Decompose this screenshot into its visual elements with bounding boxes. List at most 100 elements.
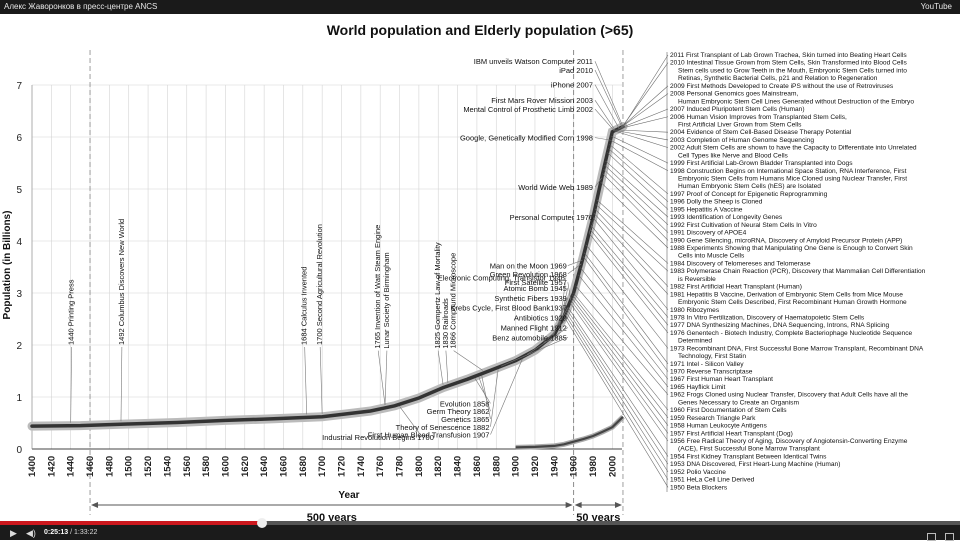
annotation-leader xyxy=(70,346,72,423)
top-annotation: iPhone 2007 xyxy=(551,81,593,90)
volume-icon[interactable]: ◀) xyxy=(26,528,36,538)
youtube-logo[interactable]: YouTube xyxy=(920,2,952,11)
right-annotation: 1950 Beta Blockers xyxy=(670,484,728,491)
annotation-leader xyxy=(564,313,669,480)
annotation-leader xyxy=(603,169,669,233)
x-tick-label: 1700 xyxy=(317,456,328,477)
right-annotation: 1997 Proof of Concept for Epigenetic Rep… xyxy=(670,191,828,198)
series-lines xyxy=(27,122,628,450)
mid-annotation: Benz automobile 1885 xyxy=(492,333,567,342)
y-tick-label: 0 xyxy=(16,445,22,456)
y-tick-label: 2 xyxy=(16,341,22,352)
y-tick-label: 4 xyxy=(16,237,22,248)
annotation-leader xyxy=(575,285,669,395)
right-annotation: 1958 Human Leukocyte Antigens xyxy=(670,423,767,430)
annotation-leader xyxy=(319,346,323,414)
population-chart: World population and Elderly population … xyxy=(0,14,960,521)
progress-fill xyxy=(0,521,262,525)
right-annotation: 1970 Reverse Transcriptase xyxy=(670,369,753,376)
annotation-leader xyxy=(618,116,669,130)
span-arrowhead xyxy=(574,502,582,508)
annotations: 1440 Printing Press 1492 Columbus Discove… xyxy=(67,57,624,442)
annotation-leader xyxy=(619,93,669,129)
annotation-leader xyxy=(602,173,669,241)
x-tick-label: 1620 xyxy=(240,456,251,477)
annotation-leader xyxy=(304,346,307,415)
annotation-leader xyxy=(580,267,669,380)
annotation-leader xyxy=(614,130,669,148)
progress-handle[interactable] xyxy=(257,518,267,528)
right-annotation: 2008 Personal Genomics goes Mainstream, xyxy=(670,91,798,98)
right-annotation: 2002 Adult Stem Cells are shown to have … xyxy=(670,145,917,152)
right-annotation: Human Embryonic Stem Cell Lines Generate… xyxy=(678,98,914,105)
video-title-bar: Алекс Жаворонков в пресс-центре ANCS You… xyxy=(0,0,960,14)
x-tick-label: 1500 xyxy=(124,456,135,477)
annotation-leader xyxy=(571,297,669,426)
annotation-leader xyxy=(620,85,669,128)
x-tick-label: 1800 xyxy=(414,456,425,477)
right-annotation-list: 2011 First Transplant of Lab Grown Trach… xyxy=(563,52,926,493)
right-annotation: 1999 First Artificial Lab-Grown Bladder … xyxy=(670,160,853,167)
annotation-leader xyxy=(594,84,620,129)
right-annotation: 1954 First Kidney Transplant Between Ide… xyxy=(670,453,827,460)
top-annotation: iPad 2010 xyxy=(559,66,593,75)
y-axis-label: Population (in Billions) xyxy=(2,211,13,320)
x-tick-label: 1680 xyxy=(298,456,309,477)
x-tick-label: 1900 xyxy=(511,456,522,477)
vertical-annotation: 1765 Invention of Watt Steam Engine xyxy=(373,225,382,349)
right-annotation: Technology, First Statin xyxy=(678,353,746,360)
x-tick-label: 1580 xyxy=(201,456,212,477)
top-annotation: IBM unveils Watson Computer 2011 xyxy=(474,57,593,66)
mid-annotation: First Satellite 1957 xyxy=(505,278,567,287)
progress-bar[interactable] xyxy=(0,518,960,528)
play-icon[interactable]: ▶ xyxy=(10,528,17,538)
annotation-leader xyxy=(594,69,623,128)
right-annotation: 1998 Construction Begins on Internationa… xyxy=(670,168,907,175)
video-title[interactable]: Алекс Жаворонков в пресс-центре ANCS xyxy=(4,2,158,11)
right-annotation: 1980 Ribozymes xyxy=(670,307,720,314)
x-tick-label: 1400 xyxy=(27,456,38,477)
annotation-leader xyxy=(615,130,669,141)
vertical-annotation: 1440 Printing Press xyxy=(67,279,76,345)
y-tick-label: 1 xyxy=(16,393,22,404)
annotation-leader xyxy=(590,225,669,318)
right-annotation: 1995 Hepatitis A Vaccine xyxy=(670,206,743,213)
x-tick-label: 1720 xyxy=(337,456,348,477)
x-tick-label: 1640 xyxy=(259,456,270,477)
annotation-leader xyxy=(618,108,669,129)
right-annotation: Determined xyxy=(678,338,712,345)
vertical-annotation: Lunar Society of Birmingham xyxy=(382,252,391,348)
annotation-leader xyxy=(569,302,669,442)
annotation-leader xyxy=(572,295,669,419)
annotation-leader xyxy=(588,217,596,234)
chart-title: World population and Elderly population … xyxy=(327,22,634,38)
annotation-leader xyxy=(594,137,611,141)
right-annotation: Cell Types like Nerve and Blood Cells xyxy=(678,152,789,159)
annotation-leader xyxy=(616,129,669,133)
x-tick-label: 1440 xyxy=(66,456,77,477)
y-tick-label: 7 xyxy=(16,81,22,92)
annotation-leader xyxy=(481,375,491,420)
annotation-leader xyxy=(605,160,669,218)
mid-annotation: Atomic Bomb 1945 xyxy=(503,284,566,293)
right-annotation: 2006 Human Vision Improves from Transpla… xyxy=(670,114,847,121)
annotation-leader xyxy=(567,263,582,275)
annotation-leader xyxy=(527,327,569,355)
vertical-annotation: 1866 Compound Microscope xyxy=(449,253,458,349)
x-tick-label: 1840 xyxy=(453,456,464,477)
annotation-leader xyxy=(437,350,444,385)
right-annotation: 1992 First Cultivation of Neural Stem Ce… xyxy=(670,222,817,229)
annotation-leader xyxy=(474,378,491,404)
right-annotation: 2009 First Methods Developed to Create i… xyxy=(670,83,894,90)
world-population-line xyxy=(30,124,625,428)
annotation-leader xyxy=(543,317,569,344)
top-annotation: First Mars Rover Mission 2003 xyxy=(491,96,593,105)
annotation-leader xyxy=(600,182,669,249)
mid-annotation: Green Revolution 1968 xyxy=(490,270,567,279)
right-annotation: 1956 Free Radical Theory of Aging, Disco… xyxy=(670,438,908,445)
lower-annotation: Genetics 1865 xyxy=(441,415,489,424)
right-annotation: is Reversible xyxy=(678,276,716,283)
annotation-leader xyxy=(120,346,123,422)
annotation-leader xyxy=(565,311,669,473)
right-annotation: 1951 HeLa Cell Line Derived xyxy=(670,477,755,484)
